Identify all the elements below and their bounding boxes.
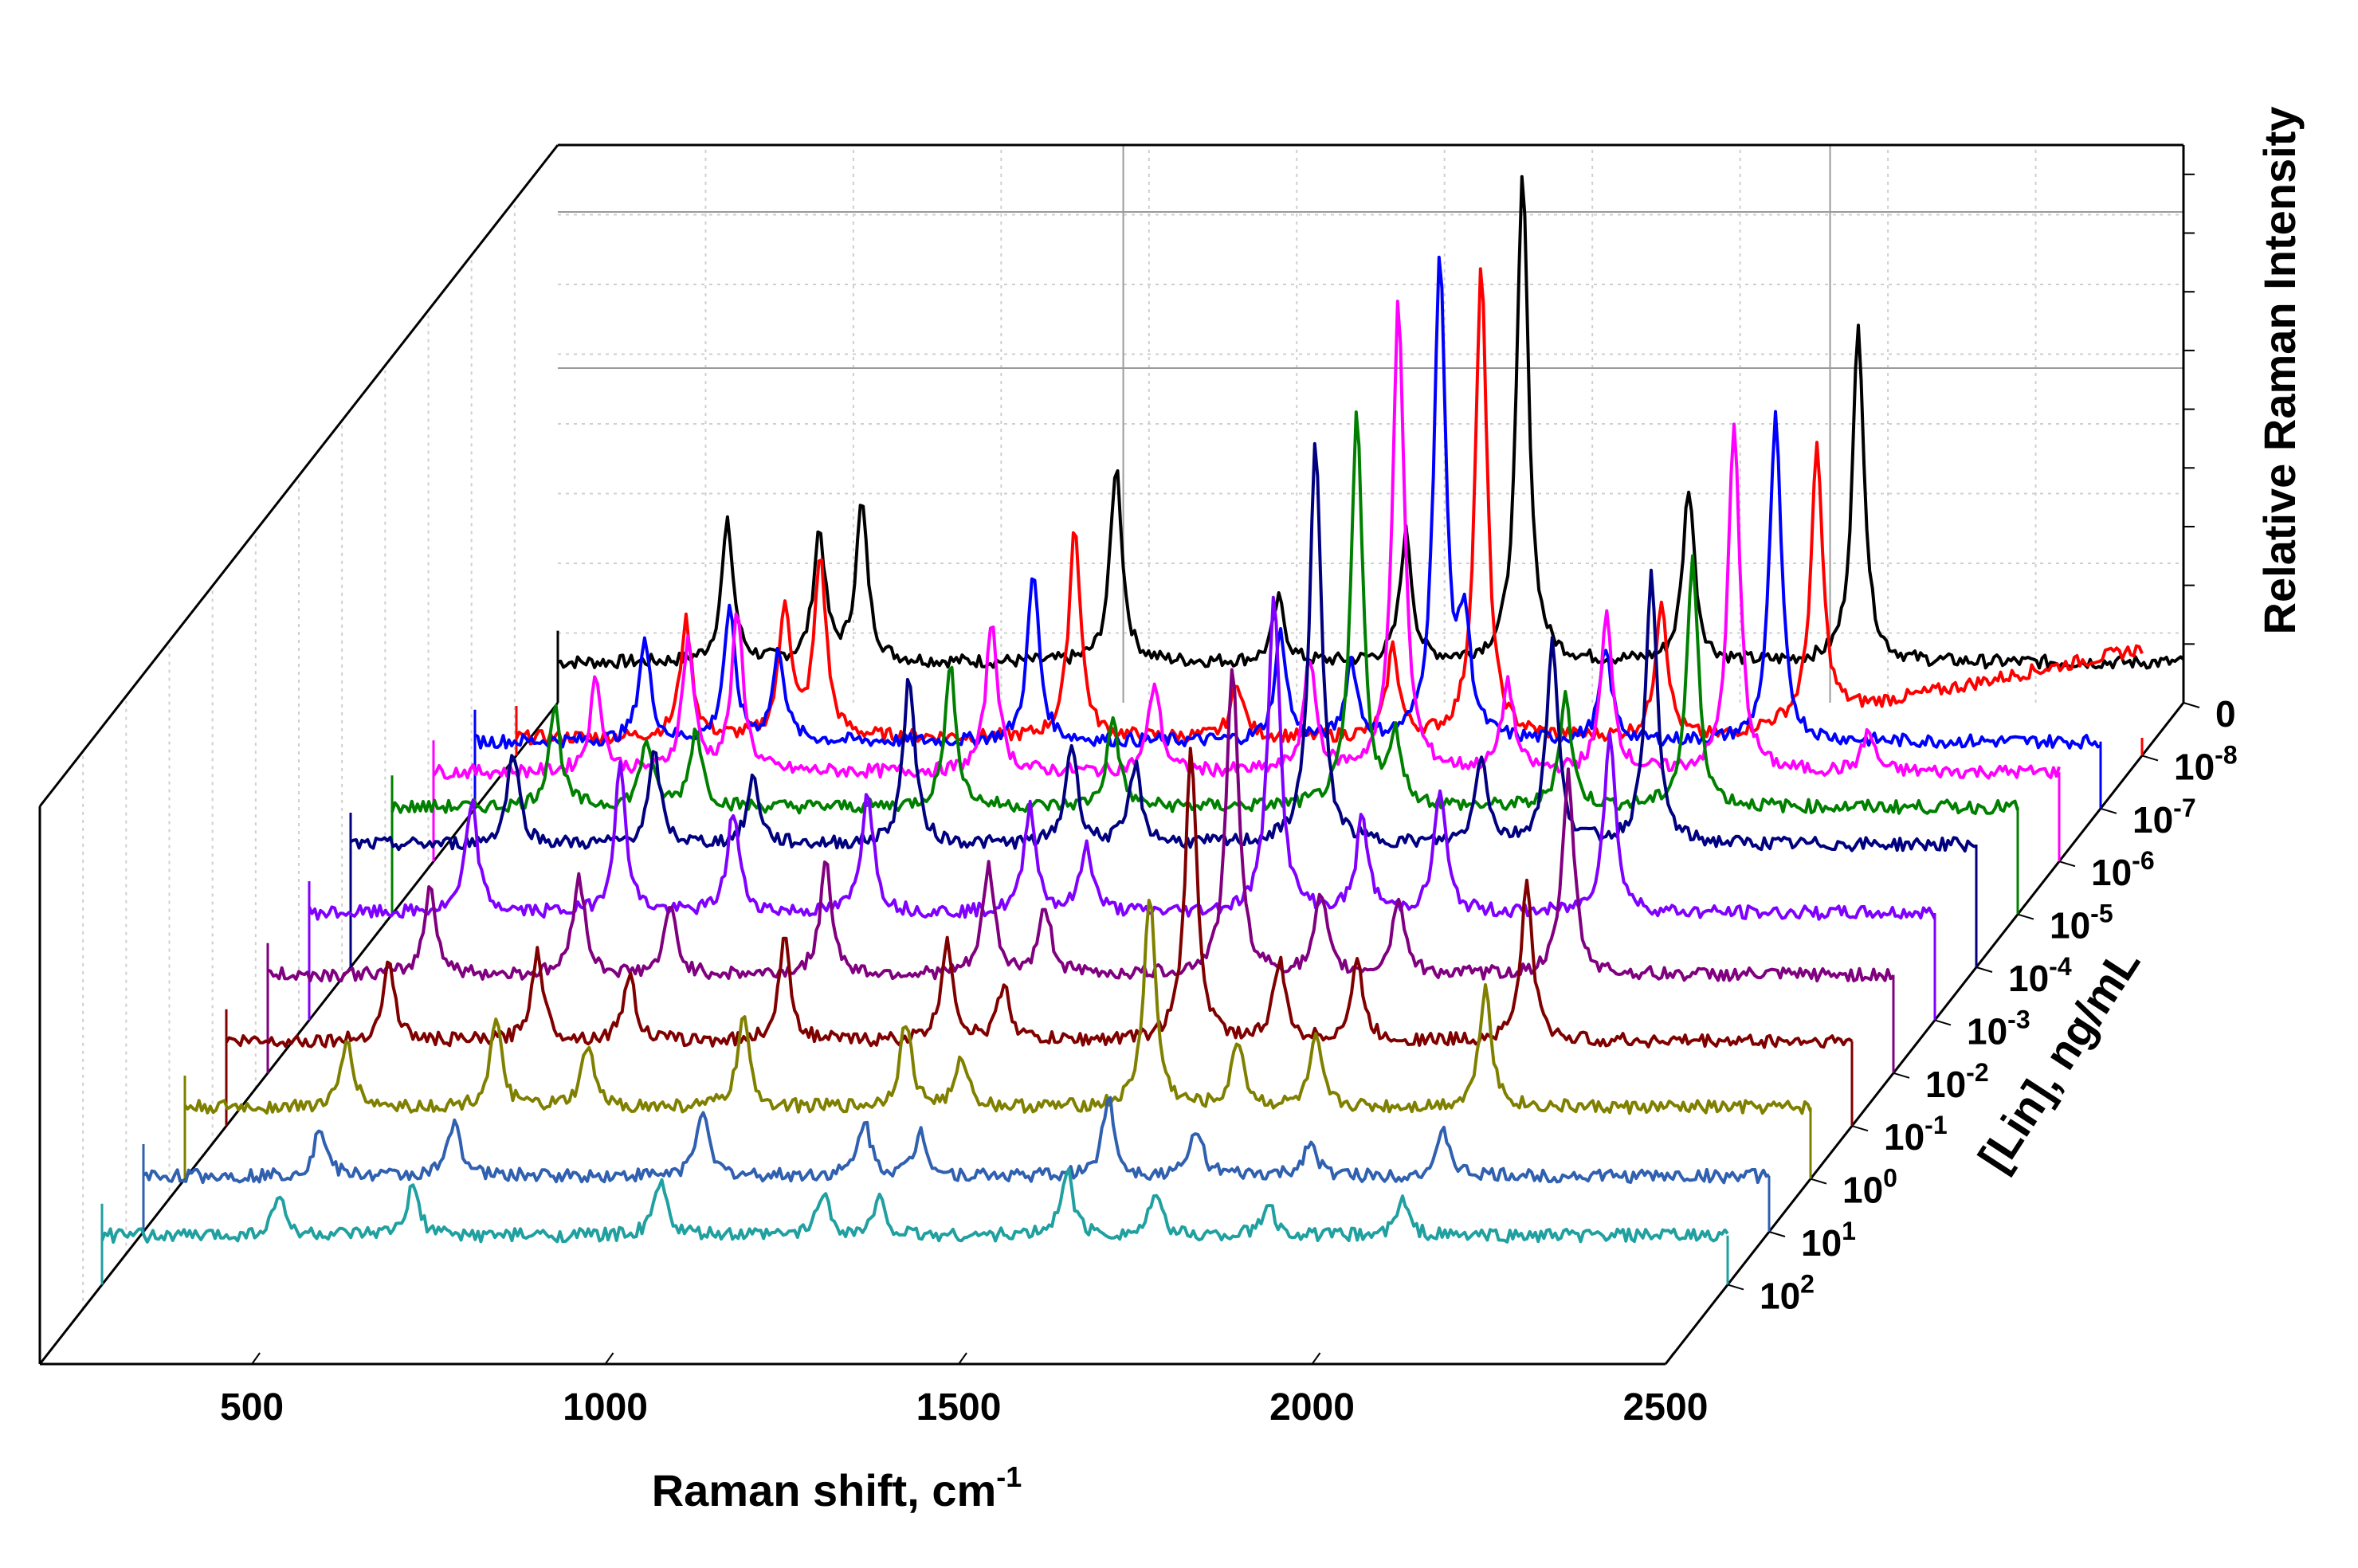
depth-tick-label: 10-8 — [2174, 740, 2238, 787]
x-tick-label: 1000 — [563, 1386, 648, 1429]
x-axis-tick — [1311, 1352, 1321, 1365]
grid-layer — [82, 145, 2183, 1309]
depth-axis-tick — [1810, 1178, 1827, 1185]
x-tick-label: 500 — [220, 1386, 284, 1429]
depth-axis-tick — [2017, 913, 2034, 920]
depth-tick-label: 102 — [1760, 1269, 1815, 1316]
x-axis-tick — [1665, 1352, 1674, 1365]
x-axis-title: Raman shift, cm-1 — [652, 1460, 1022, 1515]
x-axis-title-superscript: -1 — [996, 1460, 1022, 1493]
spectrum-line — [100, 1167, 1729, 1244]
depth-tick-label: 10-3 — [1967, 1005, 2030, 1052]
spectrum-line — [267, 668, 1895, 982]
spectrum-line — [432, 300, 2061, 780]
z-axis-title: Relative Raman Intensity — [2254, 107, 2305, 635]
depth-axis-tick — [2058, 860, 2076, 868]
depth-axis-tick — [1975, 966, 1993, 973]
spectrum-line — [308, 595, 1936, 921]
axis-ticks: 500 1000 1500 2000 2500 0 10-8 10-7 10-6 10-5 10-4… — [220, 173, 2238, 1429]
depth-axis-tick — [1851, 1125, 1869, 1132]
spectrum-line — [225, 747, 1854, 1049]
depth-tick-label: 101 — [1801, 1217, 1856, 1264]
x-tick-label: 2000 — [1269, 1386, 1355, 1429]
depth-tick-label: 100 — [1842, 1164, 1897, 1211]
top-left-edge — [38, 144, 559, 807]
depth-axis-line — [1664, 702, 2185, 1365]
depth-tick-label: 10-4 — [2008, 952, 2072, 999]
depth-tick-label: 10-7 — [2132, 794, 2196, 841]
spectra-series — [100, 174, 2185, 1285]
depth-axis-tick — [2183, 702, 2200, 708]
x-axis-tick — [604, 1352, 614, 1365]
depth-axis-tick — [1934, 1019, 1952, 1026]
spectrum-line — [142, 1096, 1770, 1185]
spectrum-line — [515, 267, 2144, 746]
depth-tick-label: 10-6 — [2091, 846, 2155, 893]
depth-axis-tick — [2100, 807, 2117, 814]
x-axis-tick — [251, 1352, 261, 1365]
depth-axis-tick — [2141, 755, 2159, 762]
depth-axis-tick — [1768, 1231, 1786, 1237]
x-tick-label: 2500 — [1623, 1386, 1709, 1429]
spectrum-line — [183, 899, 1812, 1115]
depth-axis-tick — [1727, 1284, 1744, 1291]
x-axis-tick — [958, 1352, 967, 1365]
depth-tick-label: 10-5 — [2050, 900, 2113, 947]
depth-tick-label: 10-1 — [1884, 1111, 1948, 1158]
x-tick-label: 1500 — [916, 1386, 1002, 1429]
floor-left-edge — [38, 702, 559, 1365]
spectrum-line — [350, 441, 1977, 853]
spectrum-line — [557, 174, 2185, 670]
depth-axis-tick — [1893, 1072, 1910, 1079]
depth-tick-label: 10-2 — [1925, 1058, 1989, 1105]
depth-tick-label: 0 — [2215, 693, 2236, 735]
axis-frame — [38, 143, 2185, 1366]
